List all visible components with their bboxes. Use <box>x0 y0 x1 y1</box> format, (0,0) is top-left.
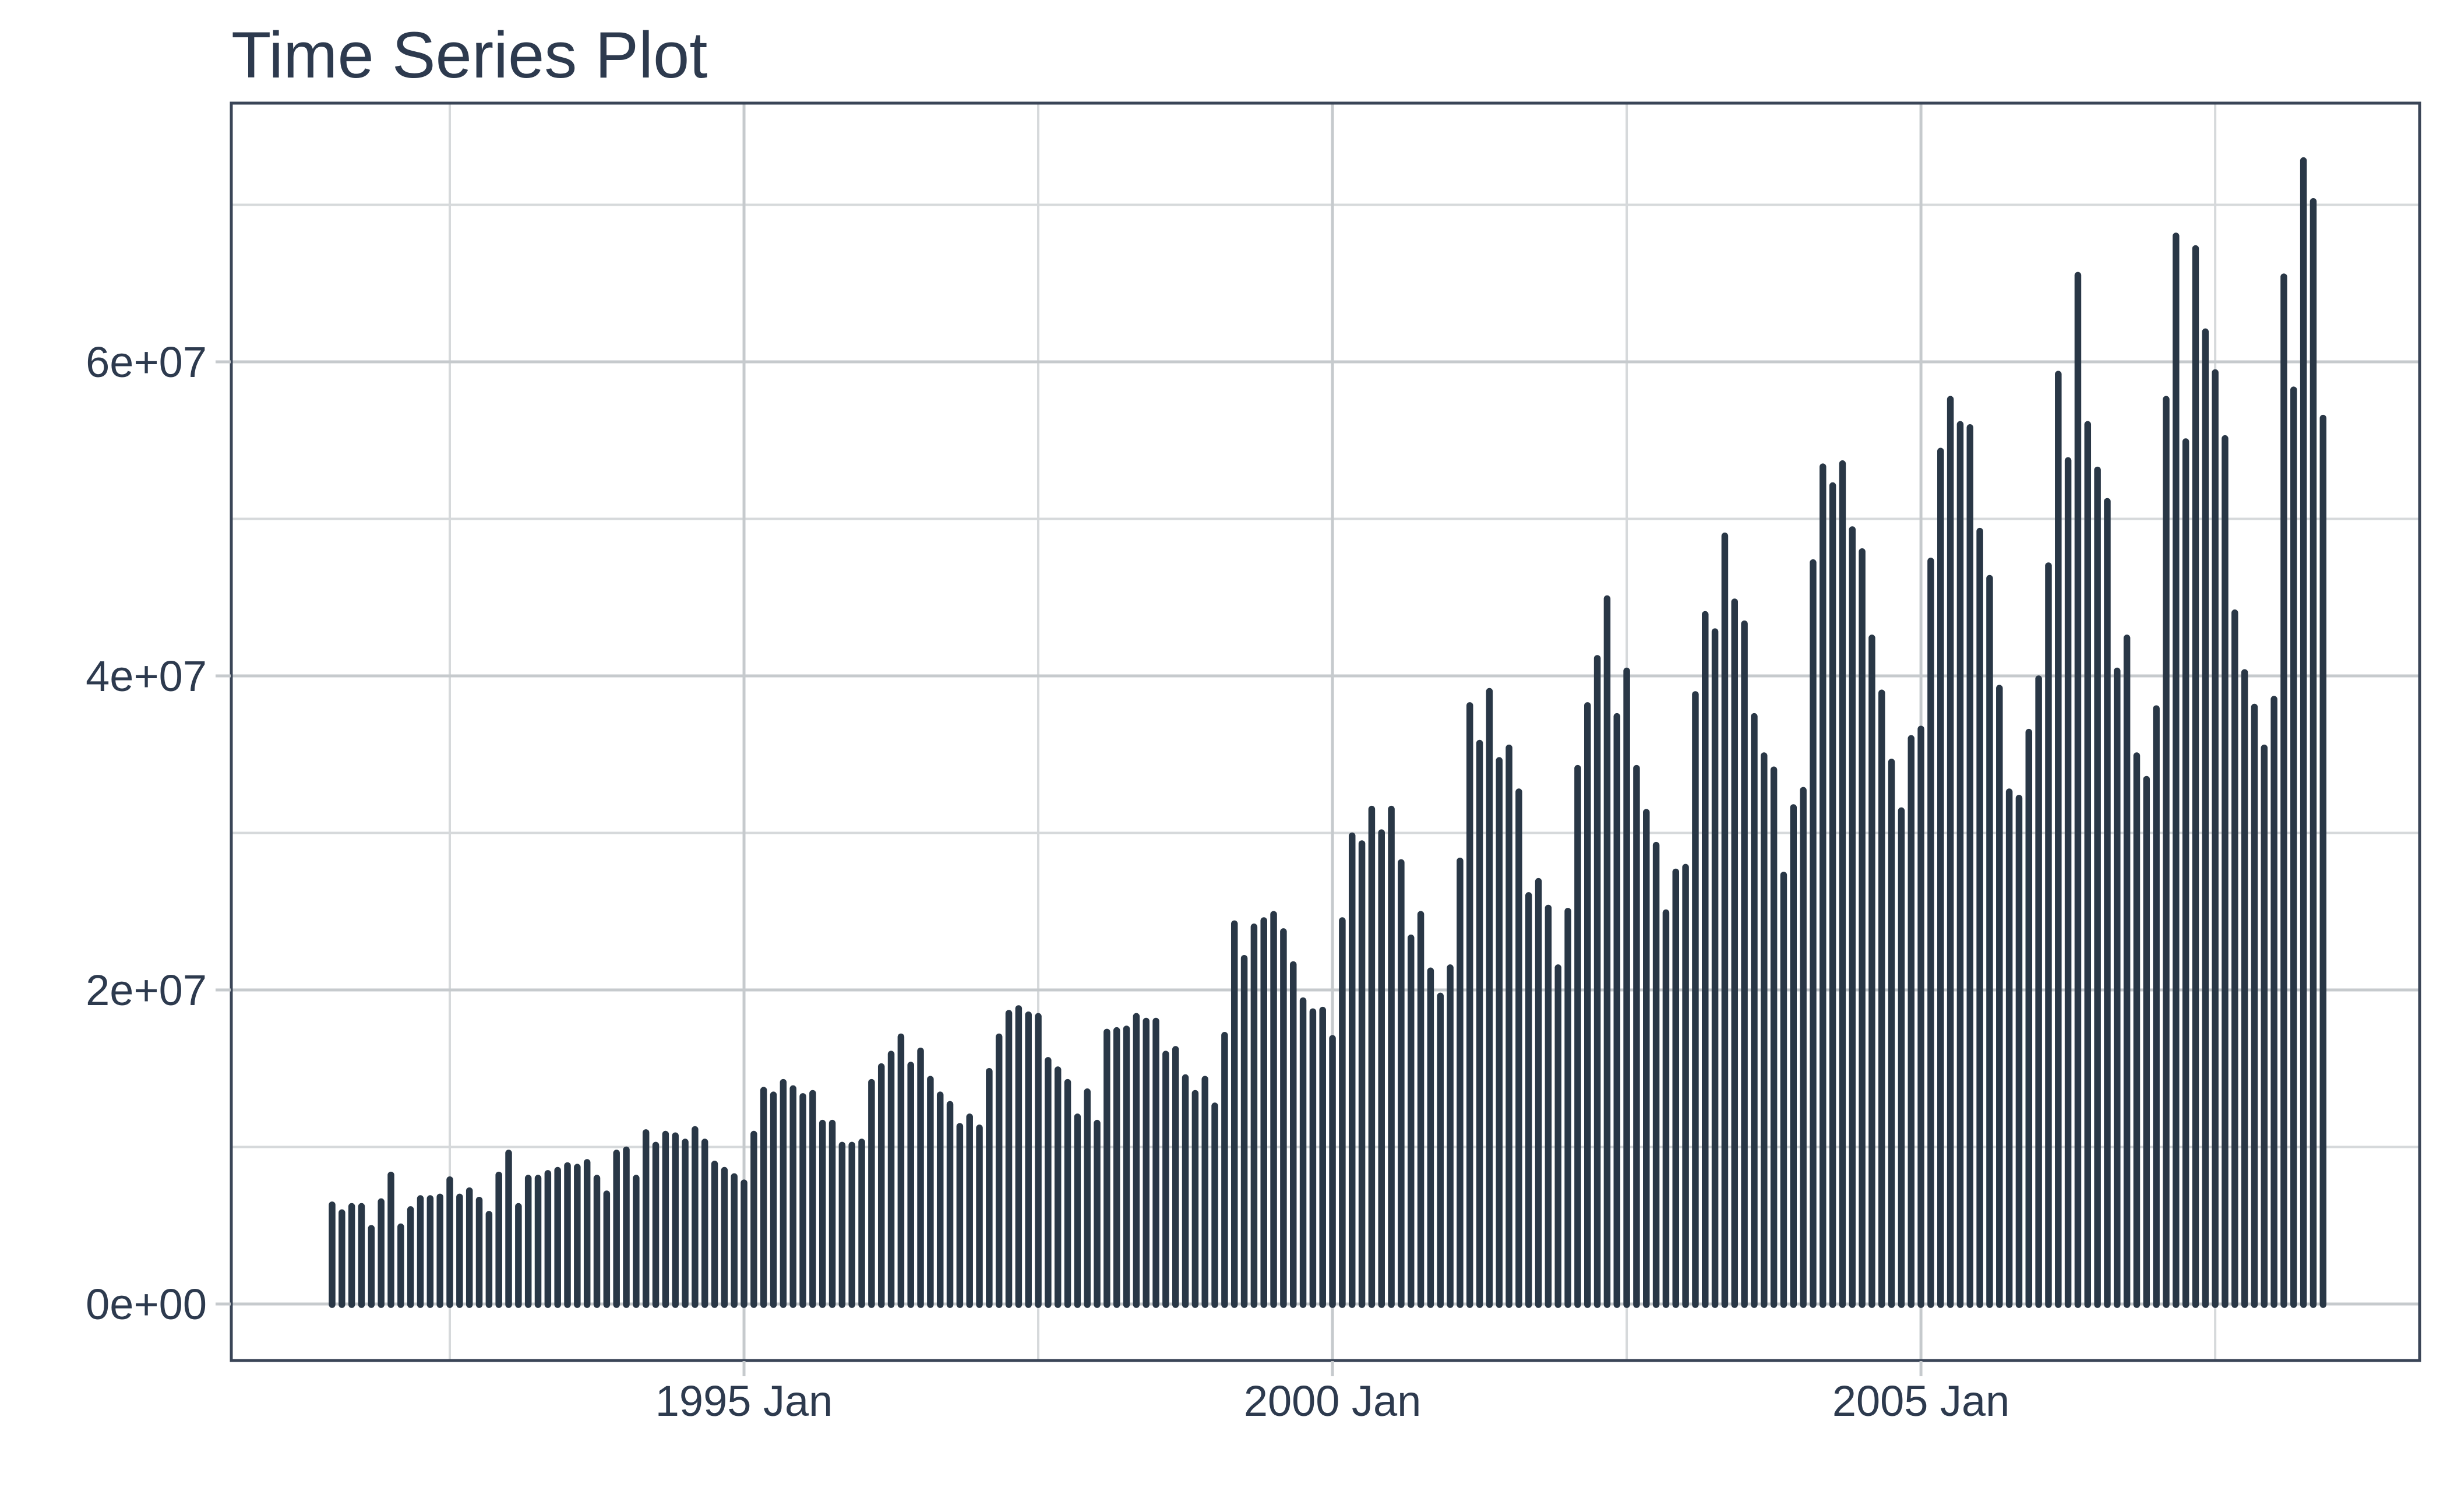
x-tick-label: 1995 Jan <box>655 1377 833 1425</box>
x-tick-label: 2005 Jan <box>1832 1377 2010 1425</box>
bars-series <box>329 157 2327 1308</box>
y-tick-label: 2e+07 <box>86 966 207 1014</box>
x-tick-label: 2000 Jan <box>1244 1377 1422 1425</box>
y-tick-label: 6e+07 <box>86 338 207 386</box>
axis-tick-marks <box>216 360 1923 1376</box>
x-axis-labels: 1995 Jan 2000 Jan 2005 Jan <box>655 1377 2010 1425</box>
panel-border <box>230 101 2421 1362</box>
y-tick-label: 0e+00 <box>86 1280 207 1328</box>
y-axis-labels: 0e+00 2e+07 4e+07 6e+07 <box>86 338 207 1328</box>
y-tick-label: 4e+07 <box>86 652 207 700</box>
chart-title: Time Series Plot <box>231 19 707 91</box>
